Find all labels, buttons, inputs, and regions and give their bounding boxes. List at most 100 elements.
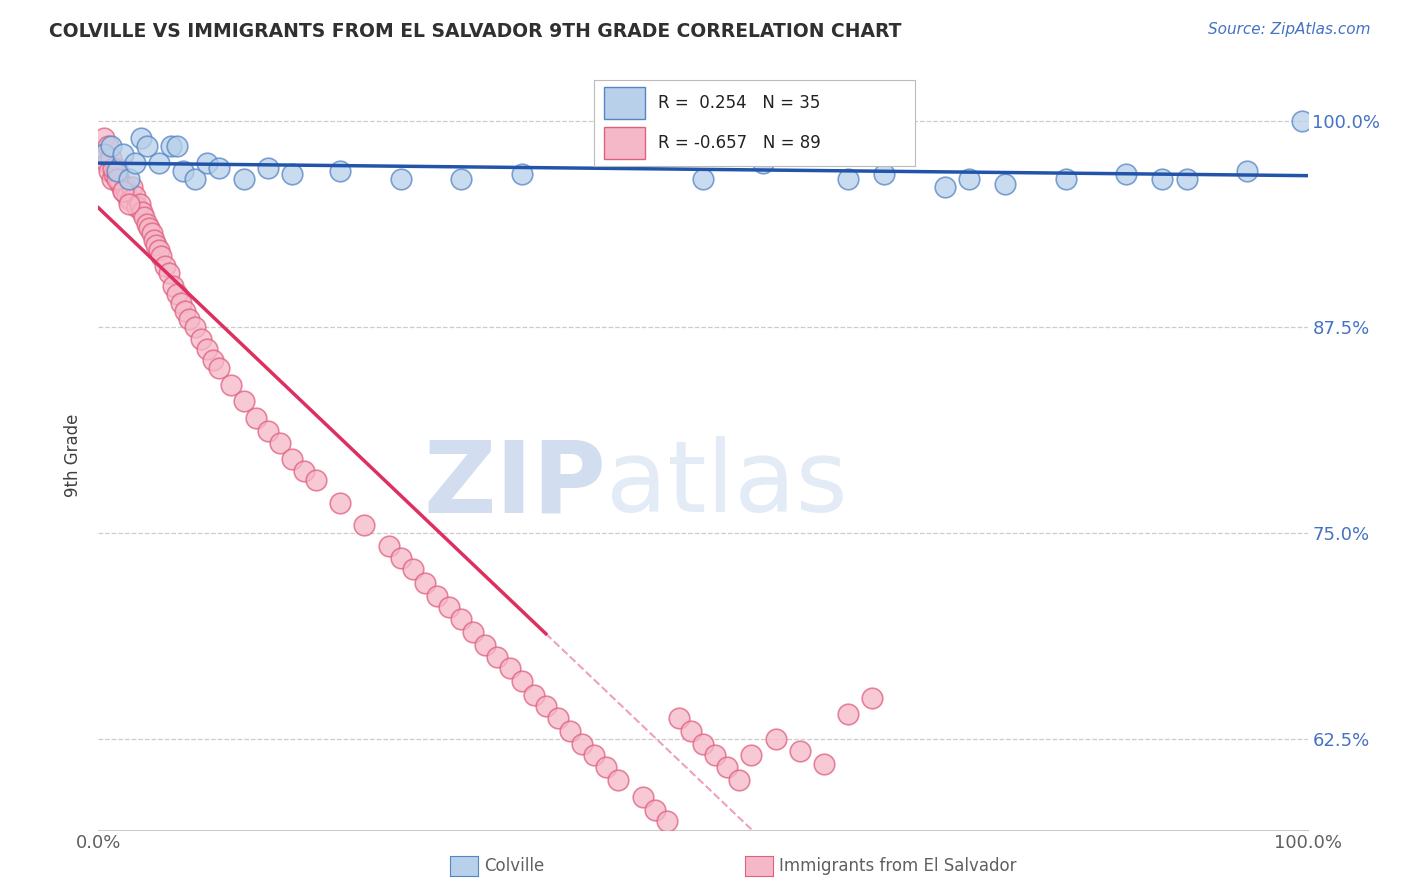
Point [190,332,212,346]
Point [281,452,304,467]
Point [292,464,315,478]
Point [1236,164,1258,178]
Point [128,196,150,211]
Point [221,378,243,392]
Point [184,172,207,186]
Text: COLVILLE VS IMMIGRANTS FROM EL SALVADOR 9TH GRADE CORRELATION CHART: COLVILLE VS IMMIGRANTS FROM EL SALVADOR … [49,22,901,41]
Text: Immigrants from El Salvador: Immigrants from El Salvador [779,857,1017,875]
Point [1291,114,1313,128]
Point [269,435,291,450]
Point [679,723,702,738]
Point [232,394,254,409]
Point [692,737,714,751]
Point [994,177,1017,191]
Point [202,353,225,368]
Point [716,760,738,774]
Point [93,147,115,161]
Point [148,155,170,169]
Point [256,424,278,438]
Point [523,688,546,702]
Point [103,167,125,181]
Point [93,131,115,145]
Point [96,155,118,169]
Y-axis label: 9th Grade: 9th Grade [65,413,83,497]
Point [101,161,124,175]
Point [655,814,678,829]
Point [114,180,136,194]
Point [644,803,666,817]
Point [195,155,218,169]
Point [957,172,980,186]
Point [740,748,762,763]
Point [124,188,146,202]
Point [93,147,115,161]
Point [174,303,197,318]
Point [232,172,254,186]
Point [789,743,811,757]
Point [583,748,606,763]
Point [486,649,509,664]
Point [121,180,143,194]
Point [389,550,412,565]
Point [138,221,160,235]
Point [474,638,496,652]
Point [389,172,412,186]
Point [148,243,170,257]
Point [157,266,180,280]
Point [111,184,134,198]
Point [934,180,956,194]
Point [813,756,835,771]
Point [450,172,472,186]
Point [208,161,231,175]
Point [98,164,121,178]
Point [111,184,134,198]
Point [463,624,485,639]
Point [547,710,569,724]
Point [571,737,593,751]
Point [127,200,149,214]
Point [1115,167,1137,181]
Point [245,410,267,425]
Point [631,789,654,804]
Point [607,773,630,788]
Point [305,474,328,488]
Point [668,710,690,724]
Point [108,177,131,191]
Text: Source: ZipAtlas.com: Source: ZipAtlas.com [1208,22,1371,37]
Point [162,279,184,293]
Point [752,155,775,169]
Point [134,210,156,224]
Point [135,217,157,231]
Point [118,194,141,208]
Point [131,205,153,219]
Text: atlas: atlas [606,436,848,533]
Point [534,699,557,714]
Point [281,167,304,181]
Point [105,164,128,178]
Point [135,139,157,153]
Text: Colville: Colville [484,857,544,875]
Point [510,167,533,181]
Point [166,287,188,301]
Point [510,674,533,689]
Point [179,312,201,326]
Point [728,773,751,788]
Point [595,760,617,774]
Point [837,707,859,722]
Point [105,161,128,175]
Point [1054,172,1077,186]
Point [377,539,399,553]
Point [413,575,436,590]
Point [100,172,122,186]
Point [498,661,520,675]
Point [329,164,352,178]
Point [208,361,231,376]
Point [184,320,207,334]
Point [111,147,134,161]
Point [195,342,218,356]
Point [692,172,714,186]
Point [1175,172,1198,186]
Point [124,155,146,169]
Point [402,562,425,576]
Point [97,139,120,153]
